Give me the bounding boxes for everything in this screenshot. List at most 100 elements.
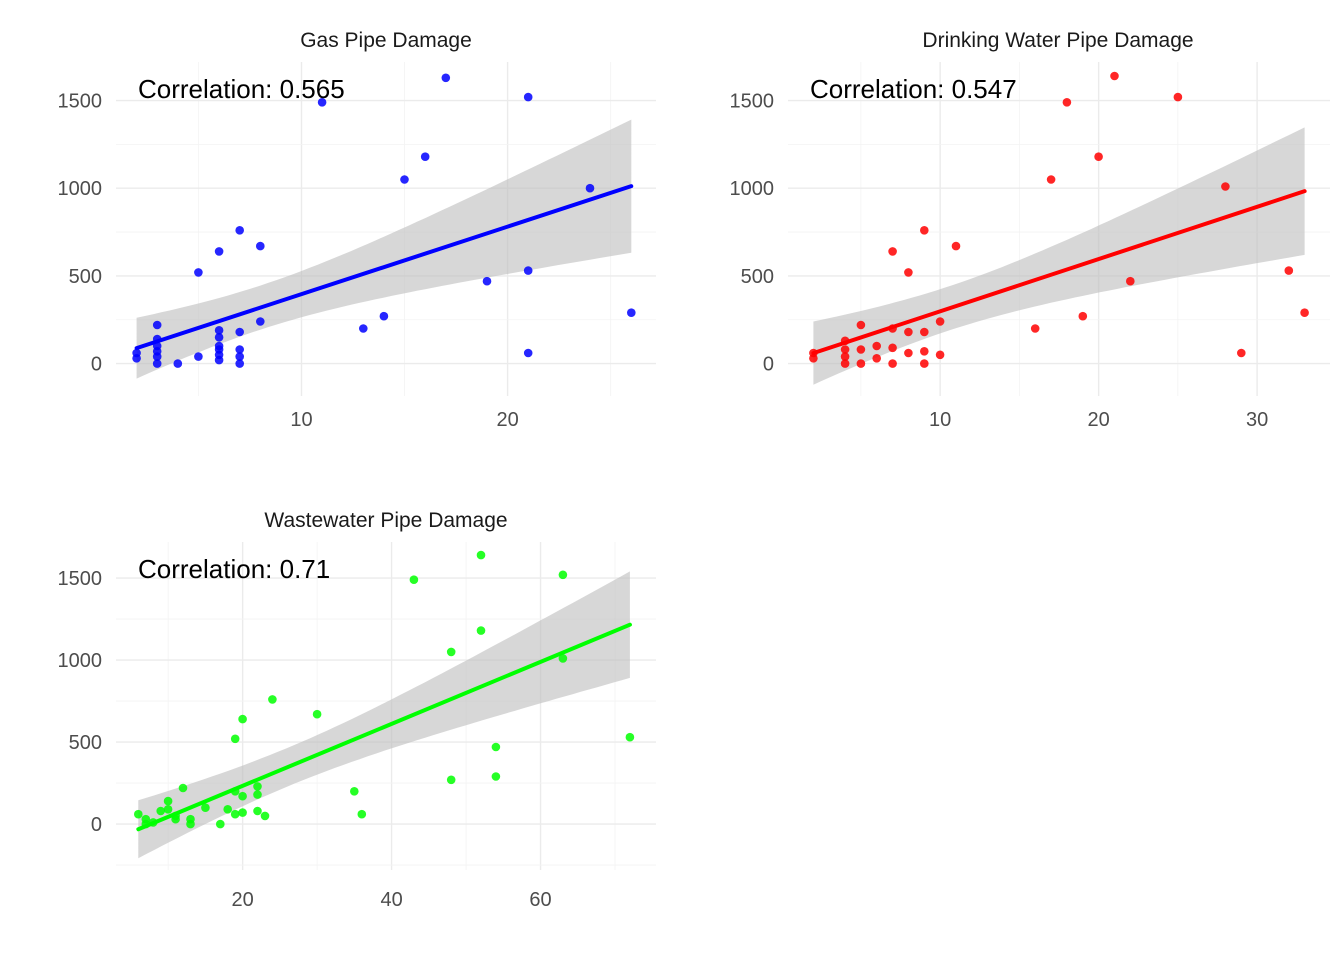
x-tick-label: 20 — [496, 409, 518, 431]
data-point — [523, 92, 533, 102]
data-point — [214, 341, 224, 351]
data-point — [856, 320, 866, 330]
data-point — [1110, 71, 1119, 81]
data-point — [141, 814, 151, 824]
data-point — [482, 276, 492, 286]
regression-line — [811, 189, 1307, 356]
y-tick-label: 1000 — [58, 650, 103, 672]
x-tick-label: 10 — [290, 409, 312, 431]
data-point — [446, 647, 456, 657]
data-point — [840, 352, 850, 361]
data-point — [951, 241, 961, 251]
data-point — [152, 334, 162, 344]
data-point — [214, 333, 224, 342]
data-point — [148, 818, 158, 827]
data-point — [1173, 92, 1183, 102]
x-axis-ticks: 20 40 60 — [231, 889, 551, 911]
confidence-band — [136, 119, 632, 379]
panel-drinking-water-pipe-damage: Drinking Water Pipe Damage 050010001500 … — [730, 29, 1330, 431]
data-point — [152, 359, 162, 368]
data-point — [1078, 311, 1088, 321]
data-point — [235, 345, 244, 354]
panel-title: Gas Pipe Damage — [300, 29, 472, 52]
data-point — [379, 311, 389, 321]
data-point — [357, 809, 367, 819]
data-point — [840, 359, 850, 368]
data-point — [312, 709, 322, 719]
y-tick-label: 1000 — [730, 178, 775, 200]
data-point — [152, 320, 162, 330]
data-point — [1284, 266, 1294, 275]
data-point — [856, 345, 866, 354]
data-point — [476, 626, 486, 635]
y-tick-label: 500 — [69, 732, 102, 754]
data-point — [400, 175, 409, 184]
data-point — [625, 732, 635, 742]
y-tick-label: 0 — [763, 354, 774, 376]
data-point — [856, 359, 866, 368]
y-axis-ticks: 0 500 1000 1500 — [58, 91, 103, 376]
data-point — [230, 809, 240, 819]
data-point — [420, 152, 430, 161]
data-point — [888, 247, 897, 256]
data-point — [809, 348, 818, 358]
data-point — [194, 352, 203, 361]
data-point — [260, 811, 270, 821]
data-point — [920, 347, 929, 356]
data-point — [840, 345, 850, 354]
data-point — [214, 247, 224, 256]
data-point — [171, 814, 180, 824]
data-point — [132, 348, 141, 358]
data-point — [1046, 175, 1056, 184]
data-point — [238, 808, 247, 817]
x-tick-label: 20 — [1087, 409, 1109, 431]
x-axis-ticks: 10 20 — [290, 409, 518, 431]
data-point — [152, 341, 162, 351]
data-point — [253, 790, 262, 799]
correlation-annotation: Correlation: 0.71 — [138, 554, 330, 584]
data-point — [446, 775, 456, 785]
data-point — [558, 654, 568, 663]
confidence-band — [138, 571, 630, 859]
data-point — [253, 806, 262, 816]
y-tick-label: 500 — [69, 266, 102, 288]
data-point — [935, 317, 945, 326]
confidence-ribbon — [136, 119, 632, 379]
y-tick-label: 1000 — [58, 178, 103, 200]
x-axis-ticks: 10 20 30 — [929, 409, 1268, 431]
data-point — [178, 783, 188, 793]
fit-line — [811, 189, 1307, 356]
data-point — [235, 352, 244, 361]
data-point — [223, 805, 232, 814]
panel-title: Drinking Water Pipe Damage — [922, 29, 1193, 52]
fit-line — [136, 622, 632, 832]
data-point — [1221, 182, 1230, 191]
data-point — [1237, 348, 1246, 358]
y-tick-label: 1500 — [58, 91, 103, 113]
regression-line — [136, 622, 632, 832]
data-point — [235, 359, 244, 368]
data-point — [491, 742, 501, 752]
data-point — [920, 226, 929, 235]
data-point — [441, 73, 451, 83]
y-tick-label: 500 — [741, 266, 774, 288]
data-point — [186, 814, 195, 824]
data-point — [230, 787, 240, 796]
data-point — [238, 714, 247, 724]
correlation-annotation: Correlation: 0.565 — [138, 74, 345, 104]
data-point — [253, 782, 262, 791]
data-point — [1030, 324, 1040, 333]
data-point — [904, 327, 913, 337]
data-point — [163, 805, 173, 814]
data-point — [255, 317, 265, 326]
x-tick-label: 40 — [380, 889, 402, 911]
confidence-band — [813, 127, 1305, 385]
scatter-points — [132, 73, 636, 368]
x-tick-label: 60 — [529, 889, 551, 911]
data-point — [268, 695, 277, 704]
data-point — [173, 359, 183, 368]
data-point — [409, 575, 419, 584]
data-point — [476, 550, 486, 560]
data-point — [156, 806, 165, 816]
y-tick-label: 1500 — [730, 91, 775, 113]
